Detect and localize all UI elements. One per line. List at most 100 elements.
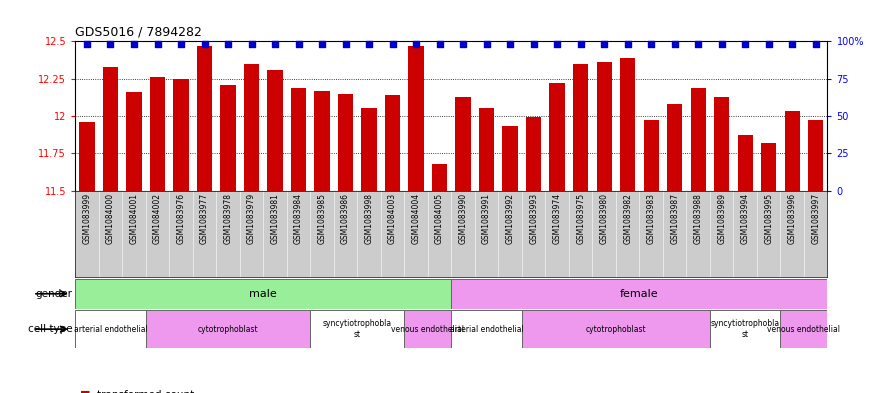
Bar [244, 64, 259, 191]
Point [386, 41, 400, 48]
Bar [596, 62, 612, 191]
Text: GSM1083984: GSM1083984 [294, 193, 303, 244]
Text: GSM1083974: GSM1083974 [552, 193, 562, 244]
Text: male: male [250, 289, 277, 299]
Bar [522, 310, 710, 348]
Point [409, 41, 423, 48]
Text: female: female [620, 289, 658, 299]
Bar [643, 120, 658, 191]
Point [644, 41, 658, 48]
Bar [267, 70, 282, 191]
Bar [146, 310, 311, 348]
Text: GSM1083975: GSM1083975 [576, 193, 585, 244]
Bar [314, 90, 330, 191]
Text: transformed count: transformed count [97, 390, 195, 393]
Bar [761, 143, 776, 191]
Bar [573, 64, 589, 191]
Bar [526, 118, 542, 191]
Text: GSM1083987: GSM1083987 [670, 193, 679, 244]
Point [550, 41, 565, 48]
Point [620, 41, 635, 48]
Text: GSM1083977: GSM1083977 [200, 193, 209, 244]
Bar [503, 127, 518, 191]
Point [573, 41, 588, 48]
Text: GSM1083983: GSM1083983 [647, 193, 656, 244]
Text: GSM1084003: GSM1084003 [389, 193, 397, 244]
Bar [667, 104, 682, 191]
Text: GSM1083996: GSM1083996 [788, 193, 796, 244]
Text: GSM1083976: GSM1083976 [176, 193, 186, 244]
Bar [808, 120, 823, 191]
Text: syncytiotrophobla
st: syncytiotrophobla st [323, 320, 392, 339]
Bar [451, 279, 827, 309]
Bar [737, 135, 753, 191]
Point [104, 41, 118, 48]
Text: venous endothelial: venous endothelial [767, 325, 841, 334]
Bar [550, 83, 565, 191]
Point [456, 41, 470, 48]
Bar [404, 310, 451, 348]
Point [667, 41, 681, 48]
Bar [338, 94, 353, 191]
Bar [409, 46, 424, 191]
Point [268, 41, 282, 48]
Point [503, 41, 517, 48]
Point [527, 41, 541, 48]
Bar [710, 310, 781, 348]
Text: GSM1083998: GSM1083998 [365, 193, 373, 244]
Text: GSM1083990: GSM1083990 [458, 193, 467, 244]
Text: GSM1083997: GSM1083997 [812, 193, 820, 244]
Bar [451, 310, 522, 348]
Text: GSM1083989: GSM1083989 [717, 193, 727, 244]
Bar [620, 58, 635, 191]
Bar [311, 310, 404, 348]
Text: GSM1084004: GSM1084004 [412, 193, 420, 244]
Bar [385, 95, 400, 191]
Point [174, 41, 189, 48]
Point [597, 41, 612, 48]
Text: GSM1083986: GSM1083986 [341, 193, 350, 244]
Point [338, 41, 352, 48]
Text: GSM1083981: GSM1083981 [271, 193, 280, 244]
Bar [781, 310, 827, 348]
Text: cytotrophoblast: cytotrophoblast [586, 325, 646, 334]
Point [738, 41, 752, 48]
Text: GSM1083991: GSM1083991 [482, 193, 491, 244]
Point [150, 41, 165, 48]
Text: GSM1083999: GSM1083999 [82, 193, 91, 244]
Text: arterial endothelial: arterial endothelial [450, 325, 524, 334]
Point [714, 41, 728, 48]
Point [197, 41, 212, 48]
Bar [75, 310, 146, 348]
Bar [220, 84, 235, 191]
Text: GSM1083995: GSM1083995 [765, 193, 773, 244]
Bar [150, 77, 165, 191]
Point [362, 41, 376, 48]
Bar [127, 92, 142, 191]
Bar [80, 122, 95, 191]
Point [433, 41, 447, 48]
Text: GSM1084002: GSM1084002 [153, 193, 162, 244]
Text: GSM1084005: GSM1084005 [435, 193, 444, 244]
Text: GSM1083980: GSM1083980 [600, 193, 609, 244]
Text: GSM1083993: GSM1083993 [529, 193, 538, 244]
Text: gender: gender [35, 289, 73, 299]
Text: ■: ■ [80, 390, 90, 393]
Text: GSM1084001: GSM1084001 [129, 193, 138, 244]
Point [315, 41, 329, 48]
Text: syncytiotrophobla
st: syncytiotrophobla st [711, 320, 780, 339]
Point [480, 41, 494, 48]
Bar [714, 97, 729, 191]
Text: cell type: cell type [28, 324, 73, 334]
Bar [690, 88, 706, 191]
Bar [479, 108, 494, 191]
Point [809, 41, 823, 48]
Text: arterial endothelial: arterial endothelial [73, 325, 148, 334]
Bar [291, 88, 306, 191]
Text: GSM1084000: GSM1084000 [106, 193, 115, 244]
Text: GSM1083988: GSM1083988 [694, 193, 703, 244]
Bar [75, 279, 451, 309]
Text: GSM1083978: GSM1083978 [224, 193, 233, 244]
Bar [361, 108, 377, 191]
Point [221, 41, 235, 48]
